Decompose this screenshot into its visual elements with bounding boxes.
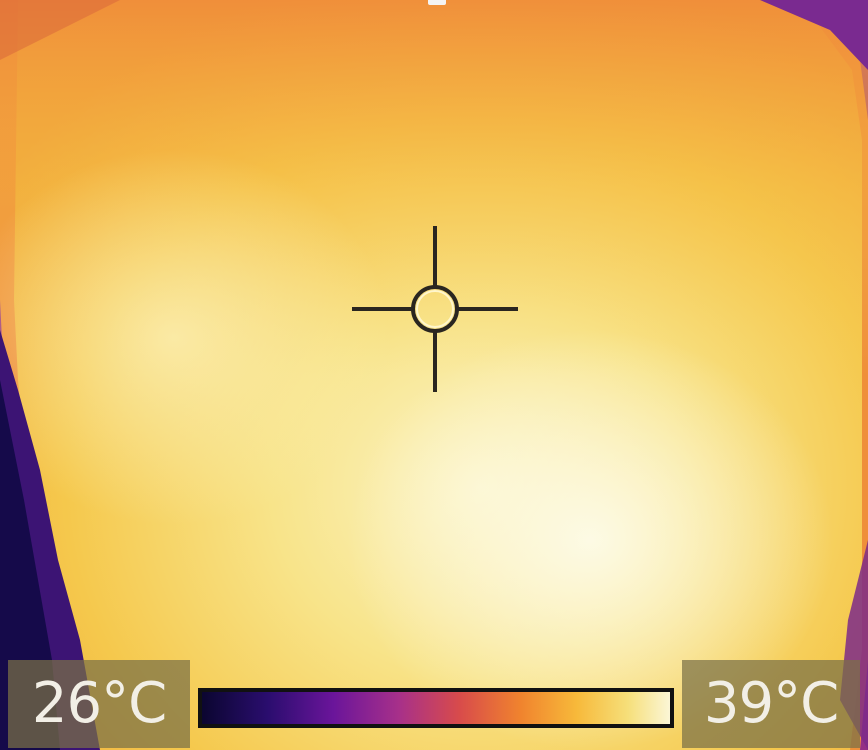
max-temperature: 39°C xyxy=(682,660,860,748)
min-temperature: 26°C xyxy=(8,660,190,748)
top-indicator xyxy=(428,0,446,5)
temperature-scale-bar xyxy=(198,688,674,728)
crosshair-icon xyxy=(352,226,518,392)
